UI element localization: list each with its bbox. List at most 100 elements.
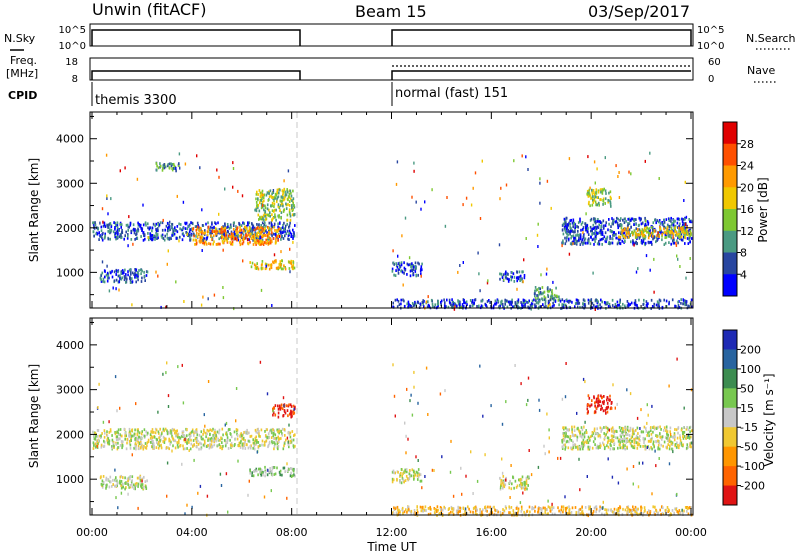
echo-cell: [229, 432, 232, 435]
echo-cell: [135, 443, 137, 447]
echo-cell: [592, 440, 595, 444]
echo-cell: [136, 436, 138, 440]
echo-cell: [609, 394, 611, 398]
echo-cell: [120, 272, 123, 275]
echo-cell: [393, 506, 395, 510]
echo-cell: [545, 272, 548, 276]
echo-cell: [256, 239, 259, 242]
echo-cell: [161, 228, 164, 232]
echo-cell: [129, 275, 131, 279]
echo-cell: [102, 445, 105, 448]
echo-cell: [645, 300, 648, 303]
echo-cell: [570, 446, 572, 450]
echo-cell: [207, 221, 209, 225]
echo-cell: [125, 273, 127, 276]
echo-cell: [277, 225, 279, 229]
echo-cell: [604, 197, 607, 201]
echo-cell: [500, 482, 502, 486]
echo-cell: [688, 506, 691, 509]
echo-cell: [289, 214, 292, 218]
echo-cell: [642, 237, 645, 241]
echo-cell: [608, 302, 611, 306]
echo-cell: [290, 471, 292, 475]
echo-cell: [287, 198, 289, 202]
echo-cell: [610, 508, 612, 512]
echo-cell: [602, 237, 604, 241]
echo-cell: [645, 427, 647, 430]
echo-cell: [211, 222, 213, 226]
echo-cell: [212, 242, 214, 246]
echo-cell: [594, 305, 597, 309]
echo-cell: [676, 221, 679, 225]
echo-cell: [392, 305, 394, 309]
echo-cell: [574, 443, 576, 446]
echo-cell: [689, 430, 691, 434]
echo-cell: [450, 505, 453, 509]
echo-cell: [657, 425, 659, 429]
echo-cell: [132, 242, 134, 246]
echo-cell: [679, 222, 681, 226]
echo-cell: [662, 512, 665, 516]
echo-cell: [655, 427, 658, 430]
echo-cell: [531, 304, 533, 308]
echo-cell: [667, 510, 669, 513]
echo-cell: [613, 305, 616, 309]
echo-cell: [634, 299, 637, 302]
echo-cell: [420, 509, 423, 513]
echo-cell: [571, 235, 573, 238]
echo-cell: [440, 303, 442, 307]
echo-cell: [476, 508, 478, 512]
echo-cell: [258, 467, 260, 471]
echo-cell: [265, 213, 267, 217]
echo-cell: [595, 406, 597, 410]
echo-cell: [147, 440, 150, 443]
echo-cell: [476, 305, 478, 308]
echo-cell: [231, 444, 233, 448]
echo-cell: [594, 195, 597, 199]
echo-cell: [619, 446, 621, 450]
echo-cell: [481, 510, 483, 514]
echo-cell: [546, 508, 548, 512]
echo-cell: [510, 487, 513, 491]
echo-cell: [210, 436, 213, 440]
echo-cell: [105, 486, 107, 490]
echo-cell: [256, 223, 258, 226]
echo-cell: [289, 270, 291, 274]
echo-cell: [228, 227, 231, 230]
echo-cell: [474, 505, 477, 509]
echo-cell: [166, 429, 168, 433]
echo-cell: [515, 276, 518, 280]
echo-cell: [273, 202, 276, 206]
echo-cell: [407, 300, 410, 304]
echo-cell: [255, 241, 258, 244]
echo-cell: [673, 432, 676, 435]
echo-cell: [623, 231, 626, 235]
echo-cell: [253, 235, 256, 239]
echo-cell: [242, 259, 244, 263]
echo-cell: [689, 425, 692, 429]
echo-cell: [223, 439, 226, 442]
echo-cell: [624, 217, 626, 221]
echo-cell: [294, 474, 296, 478]
echo-cell: [531, 507, 533, 511]
echo-cell: [625, 230, 628, 234]
echo-cell: [245, 224, 248, 228]
echo-cell: [273, 444, 276, 448]
echo-cell: [102, 475, 105, 478]
echo-cell: [170, 431, 172, 435]
echo-cell: [226, 438, 229, 442]
echo-cell: [97, 435, 99, 438]
echo-cell: [396, 160, 399, 164]
echo-cell: [157, 446, 160, 450]
echo-cell: [561, 439, 563, 442]
noise-right-tick-top: 10^5: [697, 25, 724, 36]
echo-cell: [176, 443, 179, 447]
echo-cell: [630, 225, 632, 229]
echo-cell: [626, 505, 628, 509]
echo-cell: [219, 439, 221, 442]
echo-cell: [579, 217, 581, 221]
echo-cell: [646, 302, 648, 306]
echo-cell: [609, 398, 611, 402]
echo-cell: [279, 404, 281, 408]
echo-cell: [611, 237, 614, 241]
